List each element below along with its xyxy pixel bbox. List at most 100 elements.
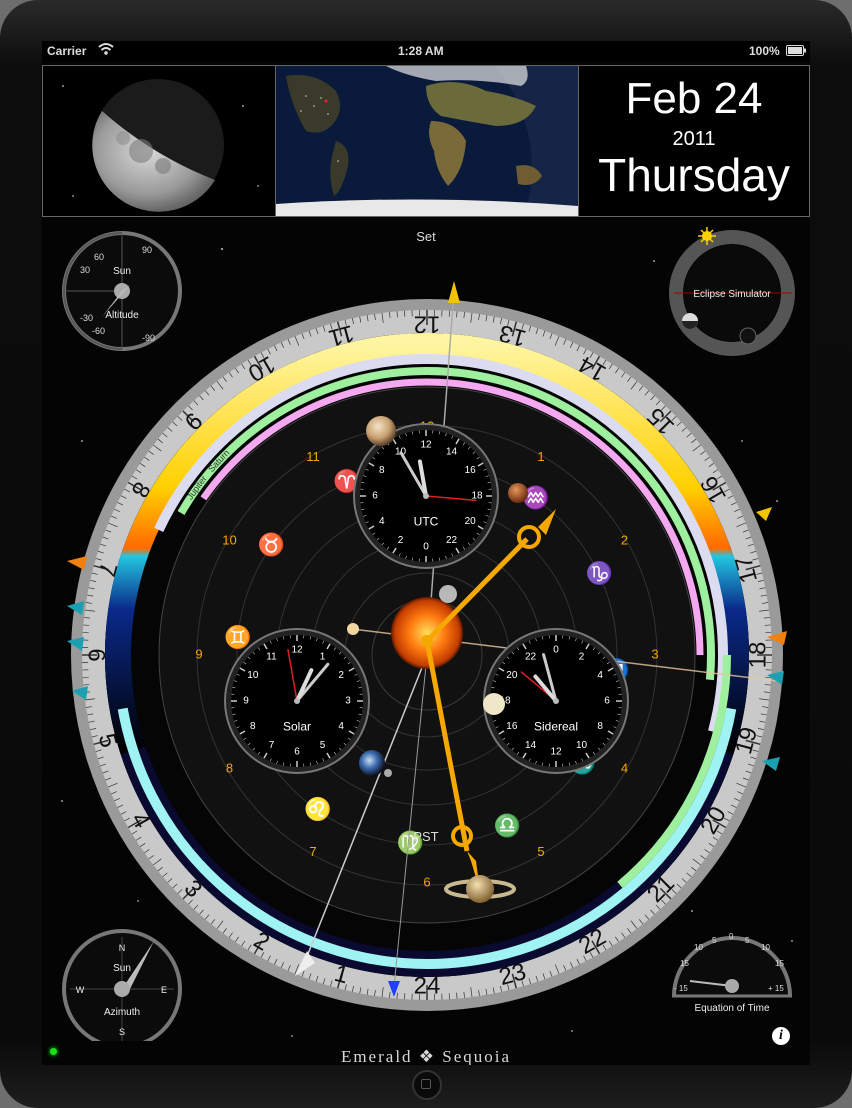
dial-number: 10: [576, 740, 588, 751]
dial-number: 12: [550, 747, 562, 758]
compass-e: E: [161, 985, 167, 995]
equation-of-time-gauge[interactable]: 15 10 5 0 5 10 15 - 15 + 15 Equation of …: [672, 932, 792, 1014]
eot-minus: - 15: [674, 984, 688, 993]
solar-label: Solar: [283, 720, 311, 734]
jupiter-icon: [366, 416, 396, 446]
eot-tick-2: 10: [694, 943, 703, 952]
brand-logo: Emerald ❖ Sequoia: [340, 1047, 512, 1065]
star-field: [61, 248, 793, 1037]
inner-hour-label: 1: [537, 449, 544, 464]
world-map-panel[interactable]: [275, 65, 579, 217]
world-map-icon: [276, 66, 578, 216]
gold-hands: [421, 509, 556, 891]
sun-small-icon: [698, 227, 716, 245]
dial-number: 0: [553, 645, 559, 656]
altitude-label: Altitude: [105, 310, 139, 321]
dial-number: 9: [243, 696, 249, 707]
compass-w: W: [76, 985, 85, 995]
eot-tick-1: 15: [680, 959, 689, 968]
battery-percent: 100%: [749, 44, 780, 58]
dial-number: 22: [525, 651, 537, 662]
inner-hour-label: 4: [621, 760, 628, 775]
dial-number: 2: [398, 535, 404, 546]
inner-hour-label: 11: [306, 449, 320, 464]
year: 2011: [672, 128, 716, 150]
dial-number: 4: [597, 670, 603, 681]
eot-plus: + 15: [768, 984, 784, 993]
dial-number: 16: [506, 721, 518, 732]
dial-number: 16: [465, 465, 477, 476]
dial-number: 6: [294, 747, 300, 758]
mercury-icon: [439, 585, 457, 603]
altitude-tick-neg30: -30: [80, 313, 93, 323]
bezel-ticks: [82, 310, 772, 1000]
dial-number: 2: [579, 651, 585, 662]
eot-tick-6: 10: [761, 943, 770, 952]
sun-altitude-gauge[interactable]: 90 60 30 -30 -60 -90 Sun Altitude: [62, 231, 182, 351]
eclipse-simulator[interactable]: Eclipse Simulator: [669, 227, 795, 356]
dial-number: 6: [604, 696, 610, 707]
outer-hour-label: 6: [83, 648, 110, 661]
status-bar: Carrier 1:28 AM 100%: [42, 41, 810, 61]
inner-hour-label: 5: [537, 844, 544, 859]
date-panel[interactable]: Feb 24 2011 Thursday: [578, 65, 810, 217]
dial-number: 6: [372, 491, 378, 502]
azimuth-compass[interactable]: N E S W Sun Azimuth: [62, 929, 182, 1041]
inner-hour-label: 6: [423, 874, 430, 889]
dial-number: 1: [320, 651, 326, 662]
wifi-icon: [98, 42, 114, 59]
eclipse-label: Eclipse Simulator: [693, 289, 771, 300]
altitude-tick-60: 60: [94, 252, 104, 262]
dial-number: 10: [247, 670, 259, 681]
sidereal-dial[interactable]: 0 2 4 6 8 10 12 14 16 18 20 22 Sidereal: [483, 628, 629, 774]
zodiac-icon: ♊: [224, 624, 251, 649]
inner-hour-label: 3: [651, 646, 658, 661]
carrier-label: Carrier: [47, 44, 87, 58]
saturn-icon: [444, 875, 516, 903]
zodiac-icon: ♍: [397, 830, 424, 855]
dial-number: 8: [597, 721, 603, 732]
dial-number: 11: [266, 651, 277, 662]
inner-hour-label: 9: [195, 646, 202, 661]
moon-phase-panel[interactable]: [42, 65, 276, 217]
dial-number: 14: [446, 446, 458, 457]
dial-number: 5: [320, 740, 326, 751]
dial-number: 20: [465, 516, 477, 527]
utc-dial[interactable]: 1214161820220246810UTC: [353, 423, 499, 569]
azimuth-title: Sun: [113, 963, 131, 974]
altitude-tick-30: 30: [80, 265, 90, 275]
altitude-tick-90: 90: [142, 245, 152, 255]
dial-number: 12: [420, 440, 432, 451]
zodiac-symbols: ♓♒♑♐♏♎♍♌♋♊♉♈: [224, 452, 630, 856]
dial-number: 0: [423, 542, 429, 553]
dial-number: 14: [525, 740, 537, 751]
azimuth-label: Azimuth: [104, 1007, 140, 1018]
dial-number: 22: [446, 535, 458, 546]
zodiac-icon: ♎: [494, 813, 521, 838]
info-button[interactable]: i: [772, 1027, 790, 1045]
eot-tick-5: 5: [745, 936, 750, 945]
eclipse-dark-moon-icon: [739, 327, 757, 345]
dial-number: 18: [499, 696, 511, 707]
home-button[interactable]: [412, 1070, 442, 1100]
mars-icon: [508, 483, 528, 503]
altitude-tick-neg60: -60: [92, 326, 105, 336]
dial-number: 4: [379, 516, 385, 527]
sidereal-label: Sidereal: [534, 720, 578, 734]
dial-number: 7: [269, 740, 275, 751]
zodiac-icon: ♉: [258, 532, 285, 557]
inner-hour-label: 2: [621, 532, 628, 547]
zodiac-icon: ♌: [304, 796, 331, 821]
edge-arrows: [67, 507, 787, 771]
eot-tick-7: 15: [775, 959, 784, 968]
weekday: Thursday: [598, 149, 790, 201]
status-led-icon: [50, 1048, 57, 1055]
compass-n: N: [119, 943, 126, 953]
inner-hour-label: 8: [226, 760, 233, 775]
eot-tick-3: 5: [712, 936, 717, 945]
planet-small-icon: [347, 623, 359, 635]
dial-number: 8: [379, 465, 385, 476]
dial-number: 4: [338, 721, 344, 732]
